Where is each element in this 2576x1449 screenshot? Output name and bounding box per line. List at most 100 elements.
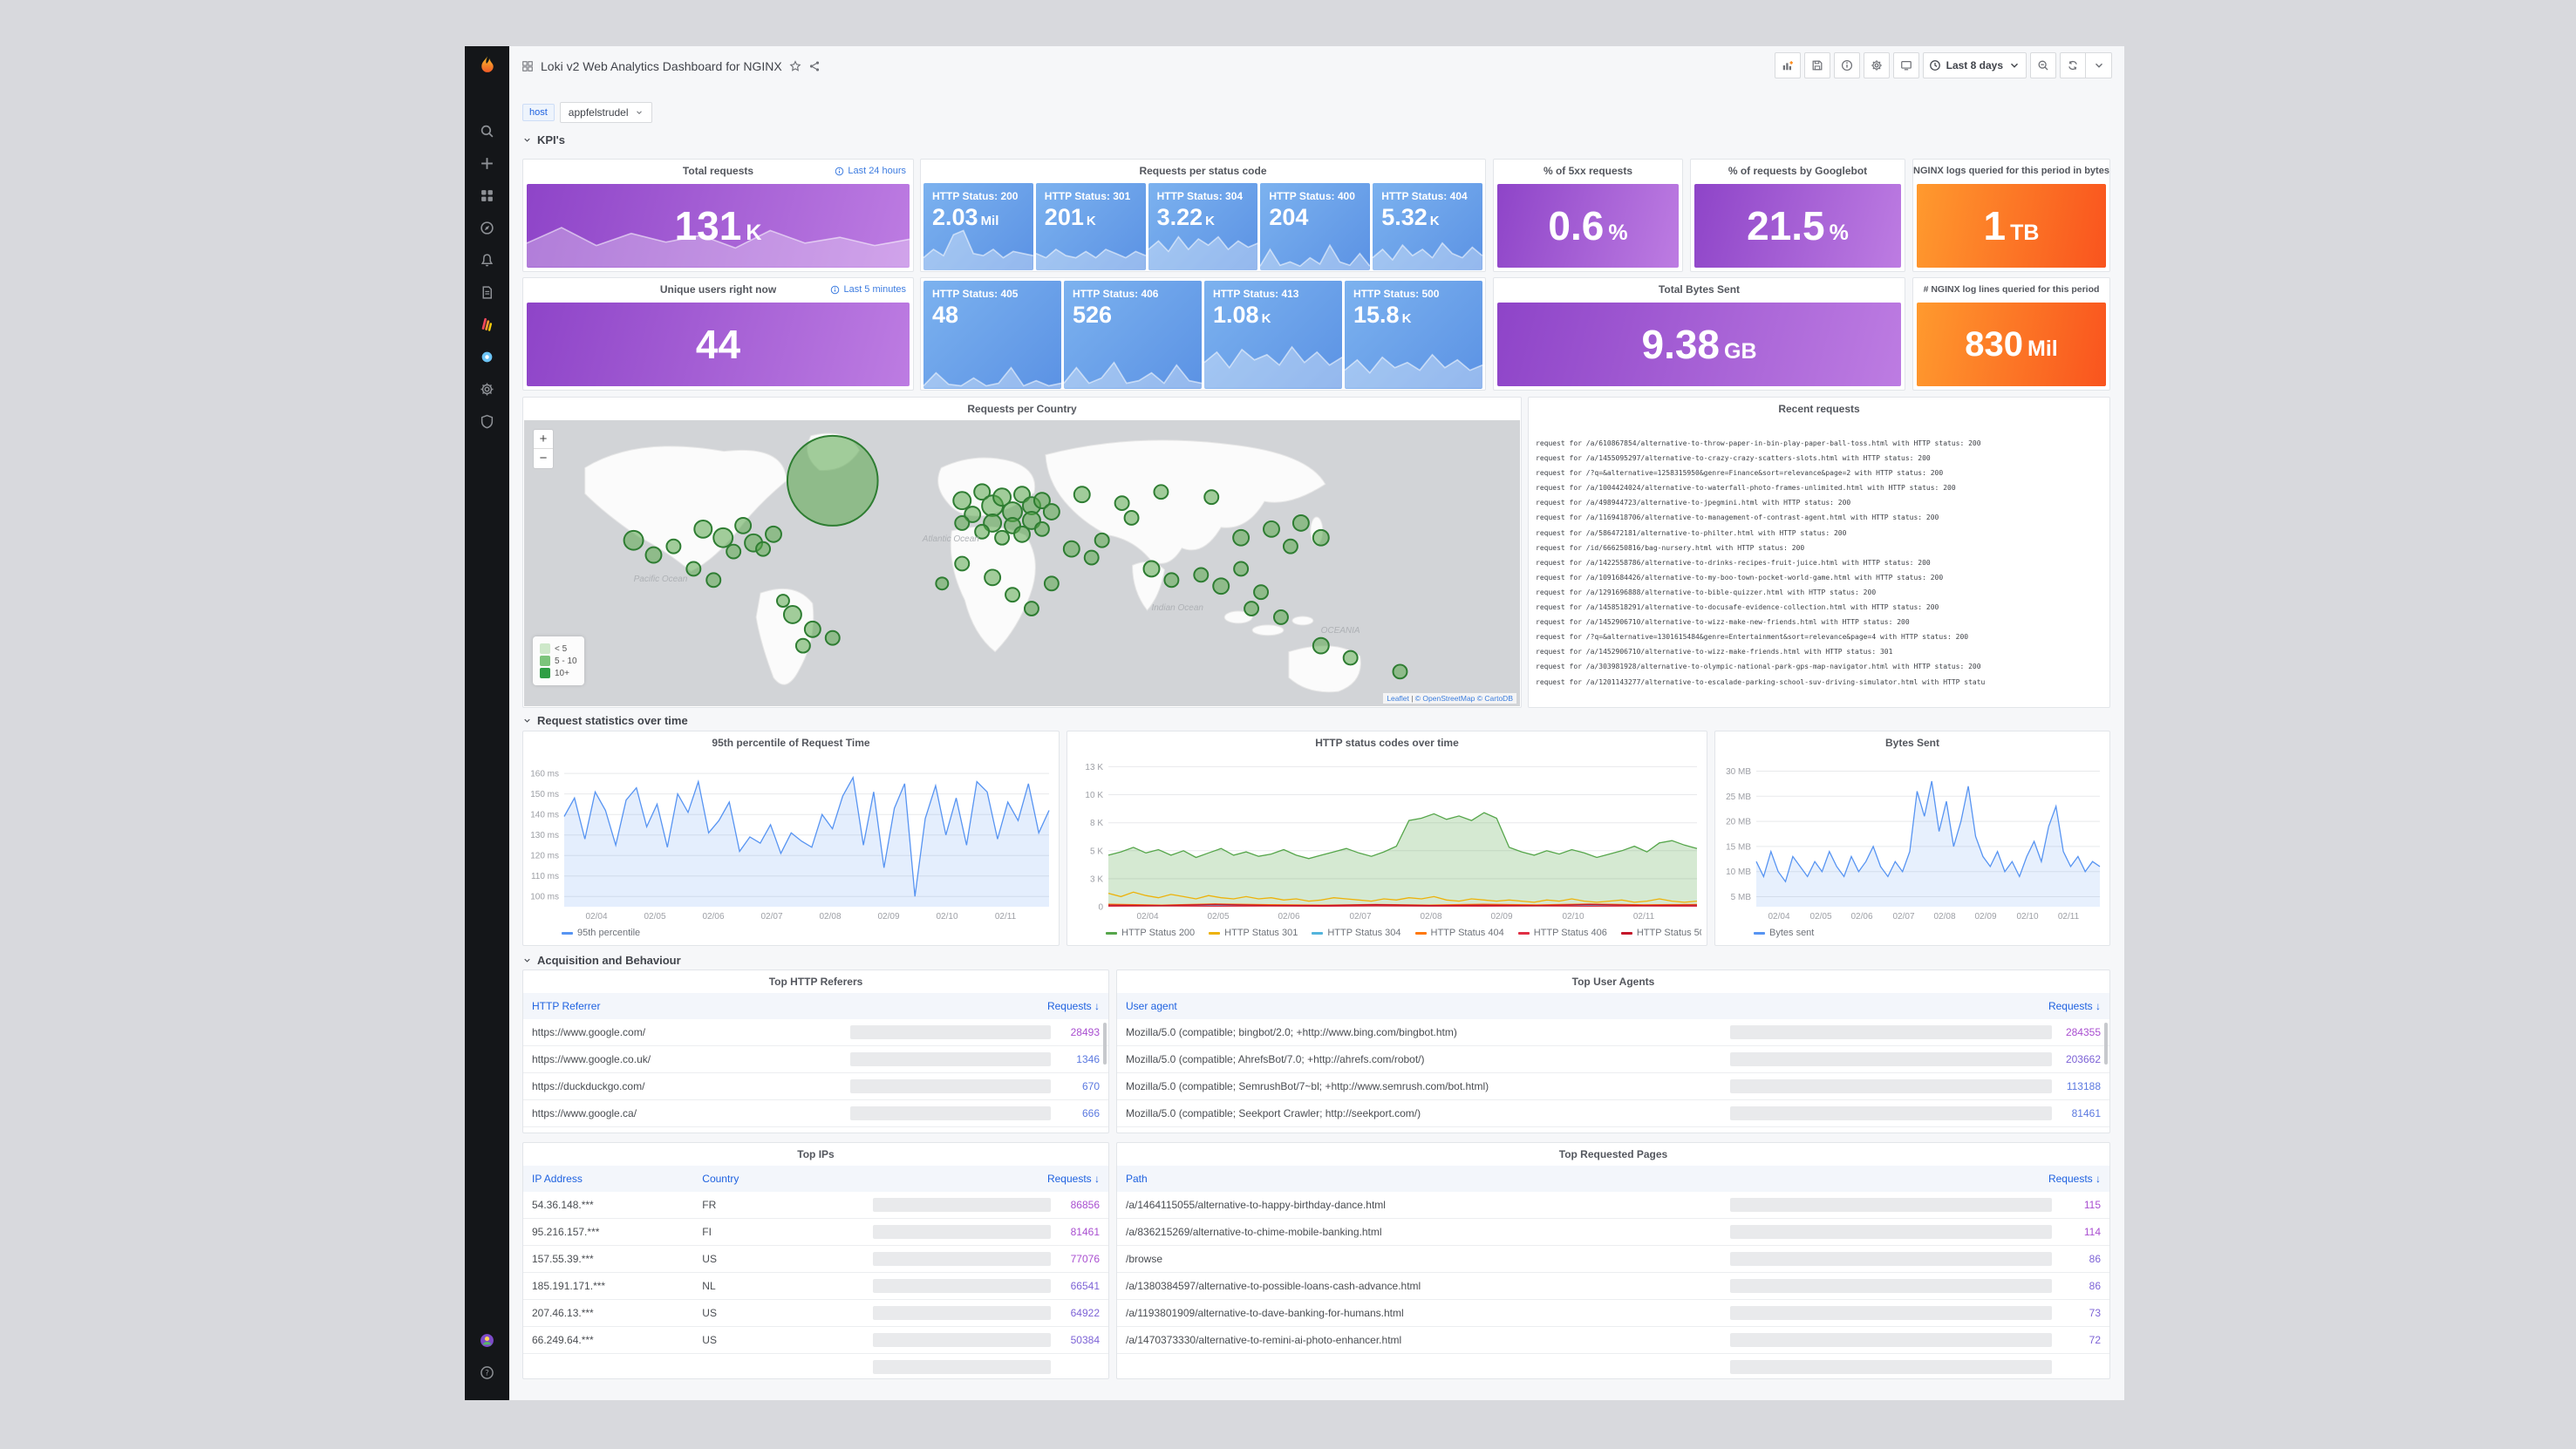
section-request-statistics[interactable]: Request statistics over time	[522, 714, 688, 727]
column-header-sort[interactable]: Requests ↓	[2048, 1173, 2101, 1185]
panel-title[interactable]: % of 5xx requests	[1543, 165, 1633, 177]
timeseries-chart[interactable]: 13 K 10 K 8 K 5 K 3 K 0 02/04 02/05 02/06 02/07 02…	[1068, 754, 1706, 922]
sidebar-item-server-admin[interactable]	[465, 406, 509, 436]
legend-item[interactable]: HTTP Status 406	[1517, 928, 1607, 938]
table-row[interactable]: /a/836215269/alternative-to-chime-mobile…	[1117, 1219, 2109, 1246]
sidebar-item-loki-app[interactable]	[465, 310, 509, 339]
panel-title[interactable]: % of requests by Googlebot	[1728, 165, 1868, 177]
table-row[interactable]	[1117, 1354, 2109, 1378]
table-scrollbar[interactable]	[2104, 1023, 2108, 1065]
table-row[interactable]: 185.191.171.*** NL 66541	[523, 1273, 1108, 1300]
refresh-button[interactable]	[2060, 52, 2086, 78]
status-stat-cell[interactable]: HTTP Status: 200 2.03 Mil	[923, 183, 1033, 270]
table-row[interactable]: /a/1464115055/alternative-to-happy-birth…	[1117, 1192, 2109, 1219]
panel-title[interactable]: Total Bytes Sent	[1658, 283, 1741, 296]
table-row[interactable]: Mozilla/5.0 (compatible; SemrushBot/7~bl…	[1117, 1073, 2109, 1100]
osm-link[interactable]: © OpenStreetMap © CartoDB	[1414, 694, 1513, 703]
column-header[interactable]: Country	[702, 1173, 739, 1185]
table-row[interactable]: 54.36.148.*** FR 86856	[523, 1192, 1108, 1219]
status-stat-cell[interactable]: HTTP Status: 413 1.08 K	[1204, 281, 1342, 389]
leaflet-link[interactable]: Leaflet	[1387, 694, 1409, 703]
table-row[interactable]: 207.46.13.*** US 64922	[523, 1300, 1108, 1327]
table-row[interactable]: /browse 86	[1117, 1246, 2109, 1273]
table-row[interactable]: Mozilla/5.0 (compatible; bingbot/2.0; +h…	[1117, 1019, 2109, 1046]
table-row[interactable]: https://www.google.ca/666	[523, 1100, 1108, 1127]
panel-title[interactable]: # NGINX log lines queried for this perio…	[1923, 284, 2100, 295]
legend-item[interactable]: 95th percentile	[562, 928, 640, 938]
column-header[interactable]: HTTP Referrer	[532, 1000, 601, 1012]
status-stat-cell[interactable]: HTTP Status: 405 48	[923, 281, 1061, 389]
section-acquisition[interactable]: Acquisition and Behaviour	[522, 954, 681, 967]
panel-title[interactable]: Top Requested Pages	[1558, 1148, 1668, 1160]
sidebar-item-help[interactable]: ?	[465, 1357, 509, 1387]
status-stat-cell[interactable]: HTTP Status: 406 526	[1064, 281, 1202, 389]
map-zoom-in-button[interactable]: +	[534, 430, 553, 449]
status-stat-cell[interactable]: HTTP Status: 500 15.8 K	[1345, 281, 1482, 389]
legend-item[interactable]: Bytes sent	[1754, 928, 1814, 938]
add-panel-button[interactable]	[1774, 52, 1801, 78]
panel-title[interactable]: 95th percentile of Request Time	[712, 737, 870, 749]
column-header-sort[interactable]: Requests ↓	[2048, 1000, 2101, 1012]
column-header[interactable]: Path	[1126, 1173, 1148, 1185]
refresh-interval-button[interactable]	[2086, 52, 2112, 78]
sidebar-item-search[interactable]	[465, 116, 509, 146]
table-row[interactable]: 157.55.39.*** US 77076	[523, 1246, 1108, 1273]
world-map[interactable]: + − < 5 5 - 10 10+ Leaflet | © OpenStreetM…	[524, 420, 1520, 706]
panel-title[interactable]: Unique users right now	[659, 283, 777, 296]
time-range-button[interactable]: Last 8 days	[1922, 52, 2027, 78]
dashboard-info-button[interactable]	[1833, 52, 1860, 78]
sidebar-item-create[interactable]	[465, 148, 509, 178]
table-row[interactable]	[523, 1354, 1108, 1378]
save-dashboard-button[interactable]	[1803, 52, 1830, 78]
column-header-sort[interactable]: Requests ↓	[1046, 1173, 1100, 1185]
table-row[interactable]: https://www.google.com/28493	[523, 1019, 1108, 1046]
timeseries-chart[interactable]: 160 ms 150 ms 140 ms 130 ms 120 ms 110 ms 100 …	[524, 754, 1058, 922]
panel-title[interactable]: Bytes Sent	[1884, 737, 1940, 749]
sidebar-item-explore[interactable]	[465, 213, 509, 242]
host-variable-dropdown[interactable]: appfelstrudel	[559, 102, 652, 123]
sidebar-item-snapshots[interactable]	[465, 277, 509, 307]
panel-title[interactable]: Requests per status code	[1139, 165, 1267, 177]
sidebar-item-alerting[interactable]	[465, 245, 509, 275]
legend-item[interactable]: HTTP Status 301	[1209, 928, 1298, 938]
sidebar-item-dashboards[interactable]	[465, 180, 509, 210]
table-row[interactable]: https://www.google.co.uk/1346	[523, 1046, 1108, 1073]
column-header[interactable]: IP Address	[532, 1173, 583, 1185]
table-scrollbar[interactable]	[1103, 1023, 1107, 1065]
table-row[interactable]: Mozilla/5.0 (compatible; Seekport Crawle…	[1117, 1100, 2109, 1127]
table-row[interactable]: https://duckduckgo.com/670	[523, 1073, 1108, 1100]
panel-title[interactable]: Total requests	[682, 165, 754, 177]
panel-title[interactable]: Top HTTP Referers	[768, 976, 863, 988]
sidebar-item-configuration[interactable]	[465, 374, 509, 404]
status-stat-cell[interactable]: HTTP Status: 404 5.32 K	[1373, 183, 1482, 270]
panel-title[interactable]: NGINX logs queried for this period in by…	[1913, 166, 2109, 176]
status-stat-cell[interactable]: HTTP Status: 304 3.22 K	[1148, 183, 1258, 270]
column-header-sort[interactable]: Requests ↓	[1046, 1000, 1100, 1012]
table-row[interactable]: /a/1193801909/alternative-to-dave-bankin…	[1117, 1300, 2109, 1327]
table-row[interactable]: 95.216.157.*** FI 81461	[523, 1219, 1108, 1246]
legend-item[interactable]: HTTP Status 404	[1414, 928, 1504, 938]
panel-title[interactable]: HTTP status codes over time	[1315, 737, 1459, 749]
legend-item[interactable]: HTTP Status 200	[1106, 928, 1195, 938]
star-icon[interactable]	[789, 59, 801, 72]
column-header[interactable]: User agent	[1126, 1000, 1177, 1012]
table-row[interactable]: /a/1470373330/alternative-to-remini-ai-p…	[1117, 1327, 2109, 1354]
table-row[interactable]: 66.249.64.*** US 50384	[523, 1327, 1108, 1354]
sidebar-item-grafana-logo[interactable]	[465, 51, 509, 81]
timeseries-chart[interactable]: 30 MB 25 MB 20 MB 15 MB 10 MB 5 MB 02/04 02/05 0…	[1716, 754, 2109, 922]
share-icon[interactable]	[808, 60, 821, 72]
panel-title[interactable]: Top User Agents	[1571, 976, 1655, 988]
table-row[interactable]: /a/1380384597/alternative-to-possible-lo…	[1117, 1273, 2109, 1300]
section-kpis[interactable]: KPI's	[522, 133, 565, 146]
sidebar-item-plugins[interactable]	[465, 342, 509, 371]
status-stat-cell[interactable]: HTTP Status: 400 204	[1260, 183, 1371, 270]
panel-title[interactable]: Recent requests	[1778, 403, 1860, 415]
legend-item[interactable]: HTTP Status 304	[1312, 928, 1401, 938]
panel-title[interactable]: Top IPs	[797, 1148, 835, 1160]
zoom-out-button[interactable]	[2030, 52, 2056, 78]
sidebar-item-user-avatar[interactable]	[465, 1325, 509, 1355]
dashboard-settings-button[interactable]	[1863, 52, 1890, 78]
status-stat-cell[interactable]: HTTP Status: 301 201 K	[1035, 183, 1146, 270]
panel-title[interactable]: Requests per Country	[967, 403, 1077, 415]
table-row[interactable]: Mozilla/5.0 (compatible; AhrefsBot/7.0; …	[1117, 1046, 2109, 1073]
